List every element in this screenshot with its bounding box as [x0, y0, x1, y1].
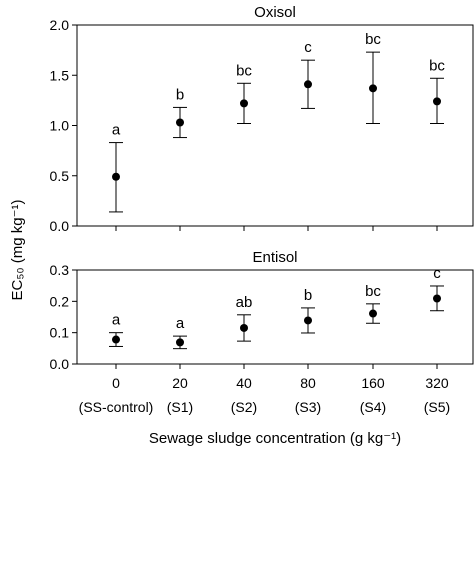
oxisol-significance-letter: bc	[365, 31, 381, 48]
oxisol-significance-letter: bc	[429, 57, 445, 74]
x-code-label-s3: (S3)	[295, 399, 321, 415]
oxisol-significance-letter: a	[112, 122, 121, 139]
entisol-significance-letter: ab	[236, 294, 253, 311]
oxisol-data-point	[176, 118, 184, 127]
x-code-label-s4: (S4)	[360, 399, 386, 415]
x-code-label-s1: (S1)	[167, 399, 193, 415]
oxisol-data-point	[369, 84, 377, 93]
x-axis-label: Sewage sludge concentration (g kg⁻¹)	[149, 430, 401, 447]
entisol-significance-letter: c	[433, 265, 441, 282]
entisol-y-tick-label: 0.2	[50, 293, 70, 309]
entisol-y-tick-label: 0.3	[50, 262, 70, 278]
oxisol-y-tick-label: 1.0	[50, 118, 70, 134]
x-tick-label-320: 320	[425, 375, 449, 391]
oxisol-y-tick-label: 2.0	[50, 17, 70, 33]
oxisol-data-point	[240, 99, 248, 108]
entisol-data-point	[304, 316, 312, 325]
x-code-label-ss-control: (SS-control)	[79, 399, 154, 415]
oxisol-data-point	[433, 97, 441, 106]
oxisol-panel-title: Oxisol	[254, 4, 296, 21]
entisol-data-point	[176, 338, 184, 347]
oxisol-significance-letter: bc	[236, 62, 252, 79]
x-tick-label-40: 40	[236, 375, 252, 391]
entisol-panel-title: Entisol	[252, 249, 297, 266]
x-tick-label-20: 20	[172, 375, 188, 391]
x-tick-label-80: 80	[300, 375, 316, 391]
x-code-label-s5: (S5)	[424, 399, 450, 415]
oxisol-significance-letter: c	[304, 39, 312, 56]
x-tick-labels: 0 20 40 80 160 320	[112, 375, 449, 391]
x-tick-label-160: 160	[361, 375, 385, 391]
oxisol-significance-letter: b	[176, 86, 184, 103]
oxisol-y-tick-label: 0.5	[50, 168, 70, 184]
x-tick-label-0: 0	[112, 375, 120, 391]
entisol-y-tick-label: 0.0	[50, 356, 70, 372]
oxisol-y-tick-label: 1.5	[50, 67, 70, 83]
entisol-data-point	[240, 323, 248, 332]
entisol-plot-frame	[76, 269, 474, 365]
oxisol-data-point	[304, 80, 312, 89]
x-code-label-s2: (S2)	[231, 399, 257, 415]
entisol-significance-letter: a	[176, 315, 185, 332]
oxisol-data-point	[112, 172, 120, 181]
entisol-significance-letter: a	[112, 312, 121, 329]
entisol-y-tick-label: 0.1	[50, 325, 70, 341]
entisol-data-point	[369, 309, 377, 318]
entisol-significance-letter: b	[304, 287, 312, 304]
entisol-data-point	[433, 294, 441, 303]
y-axis-label: EC₅₀ (mg kg⁻¹)	[9, 199, 26, 300]
x-code-labels: (SS-control) (S1) (S2) (S3) (S4) (S5)	[79, 399, 451, 415]
oxisol-plot-frame	[76, 24, 474, 227]
entisol-data-point	[112, 335, 120, 344]
oxisol-y-tick-label: 0.0	[50, 218, 70, 234]
entisol-significance-letter: bc	[365, 283, 381, 300]
